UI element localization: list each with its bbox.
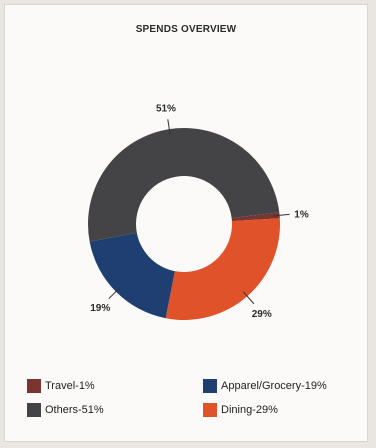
slice-others[interactable]: [87, 127, 280, 242]
legend-swatch-dining: [203, 403, 217, 417]
data-label-apparel-grocery: 19%: [90, 303, 110, 314]
legend-label-dining: Dining-29%: [221, 404, 278, 416]
leader-line-dining: [242, 291, 255, 305]
legend-item-travel[interactable]: Travel-1%: [27, 379, 95, 393]
chart-title: SPENDS OVERVIEW: [135, 24, 237, 35]
data-label-others: 51%: [156, 103, 176, 114]
legend-item-dining[interactable]: Dining-29%: [203, 403, 278, 417]
leader-line-travel: [273, 213, 290, 217]
donut-chart: 1% 29% 19% 51%: [87, 103, 309, 320]
slice-travel[interactable]: [231, 212, 280, 222]
slice-dining[interactable]: [165, 218, 280, 320]
leader-line-apparel-grocery: [108, 287, 121, 300]
spends-overview-card: SPENDS OVERVIEW 1% 29% 19% 51% Travel-1% Ot…: [4, 4, 368, 442]
legend-item-apparel-grocery[interactable]: Apparel/Grocery-19%: [203, 379, 327, 393]
leader-line-others: [167, 119, 171, 136]
legend-label-others: Others-51%: [45, 404, 104, 416]
legend-item-others[interactable]: Others-51%: [27, 403, 104, 417]
data-label-travel: 1%: [294, 209, 309, 220]
legend-swatch-apparel-grocery: [203, 379, 217, 393]
legend-label-travel: Travel-1%: [45, 380, 95, 392]
legend-swatch-travel: [27, 379, 41, 393]
legend: Travel-1% Others-51% Apparel/Grocery-19%…: [5, 371, 367, 431]
legend-label-apparel-grocery: Apparel/Grocery-19%: [221, 380, 327, 392]
data-label-dining: 29%: [252, 309, 272, 320]
slice-apparel-grocery[interactable]: [89, 232, 175, 319]
legend-swatch-others: [27, 403, 41, 417]
